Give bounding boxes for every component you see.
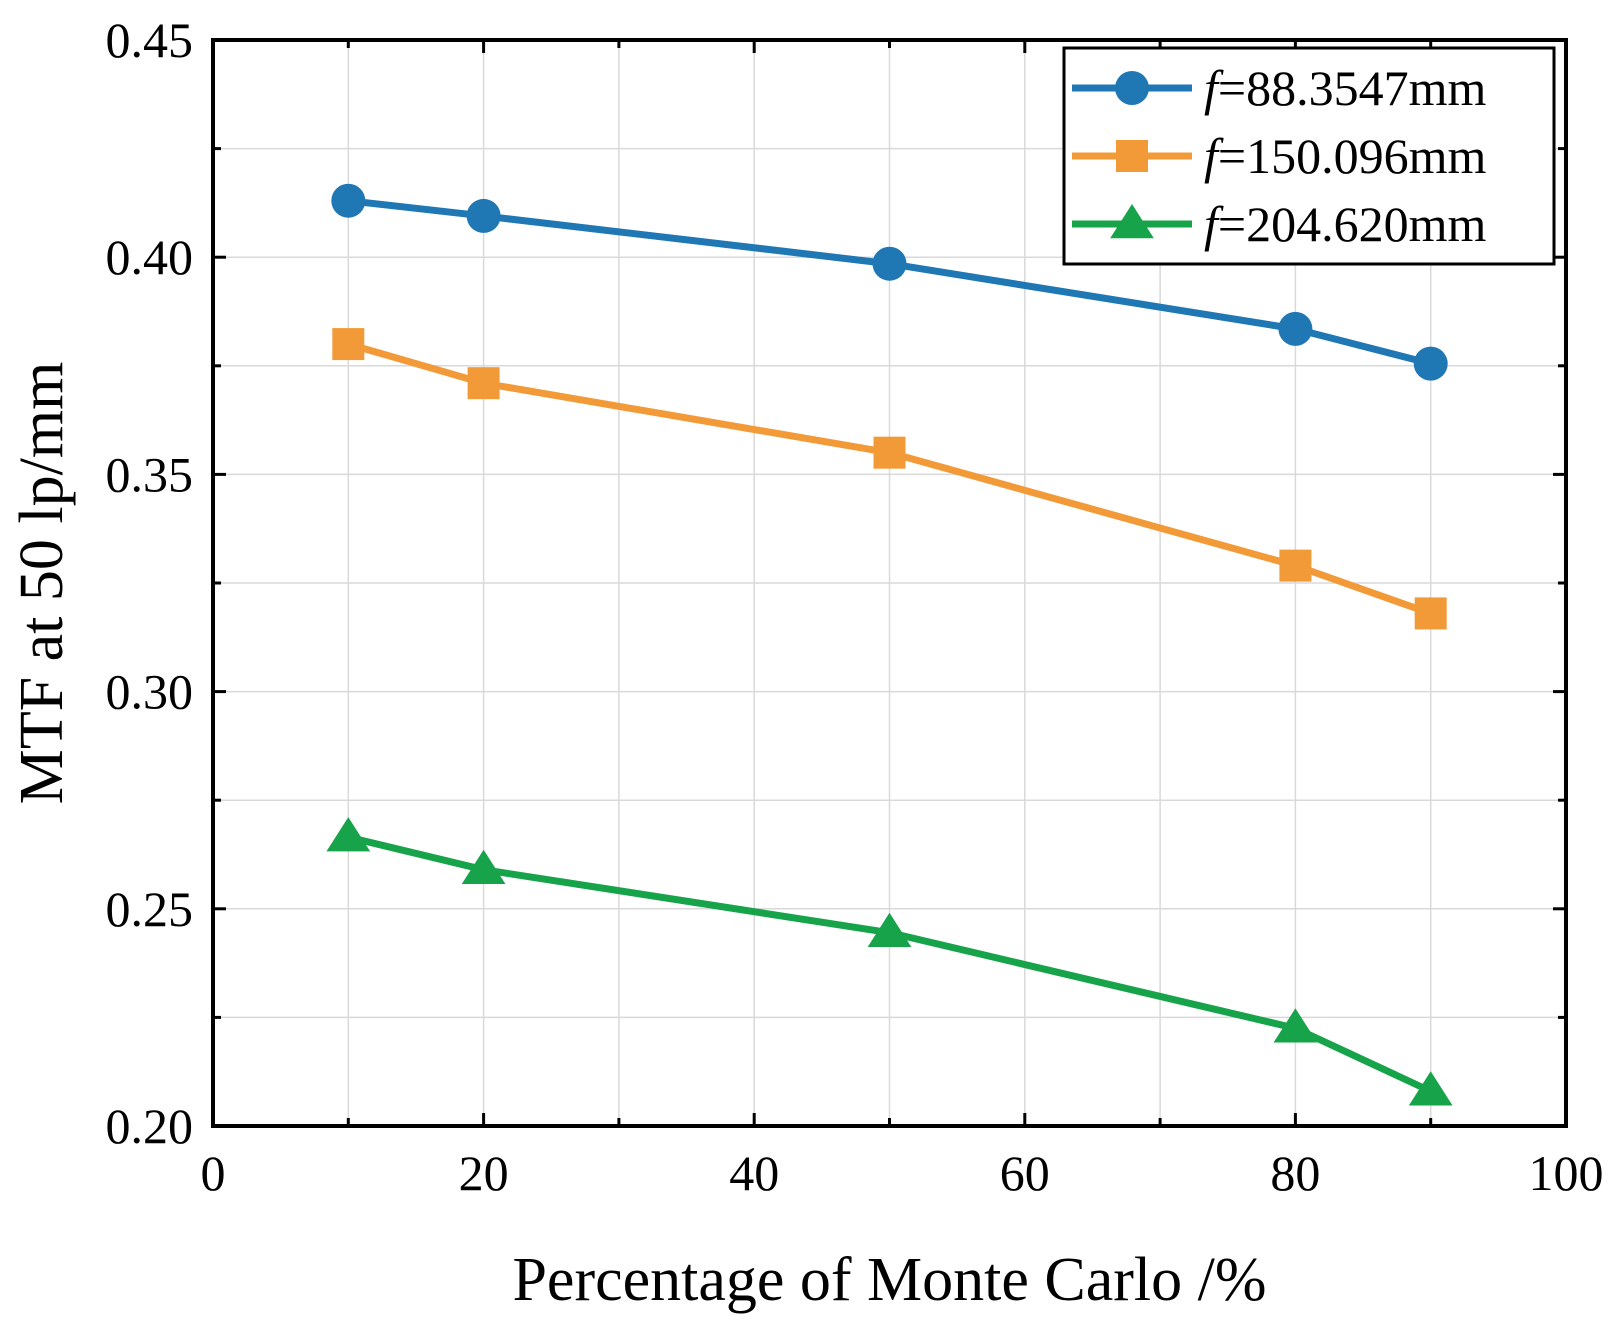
y-tick-label: 0.25 xyxy=(106,881,194,937)
data-point xyxy=(326,817,371,852)
series-2 xyxy=(332,328,1447,630)
x-tick-label: 40 xyxy=(729,1145,779,1201)
axis-ticks: 0 20 40 60 80 100 0.20 0.25 0.30 0.35 0.40 0.45 xyxy=(106,12,1604,1201)
x-tick-label: 60 xyxy=(1000,1145,1050,1201)
y-tick-label: 0.30 xyxy=(106,664,194,720)
legend-marker xyxy=(1110,204,1154,239)
data-point xyxy=(461,849,506,884)
data-point xyxy=(867,912,912,947)
data-point xyxy=(1278,311,1313,346)
legend-label: f=204.620mm xyxy=(1204,196,1486,252)
data-point xyxy=(1279,549,1312,582)
data-point xyxy=(873,436,906,469)
data-point xyxy=(332,328,365,361)
series-3 xyxy=(326,817,1453,1106)
data-point xyxy=(466,198,501,233)
data-point xyxy=(1273,1008,1318,1043)
x-tick-label: 80 xyxy=(1270,1145,1320,1201)
x-tick-label: 0 xyxy=(201,1145,226,1201)
data-point xyxy=(1413,346,1448,381)
legend-item-1: f=88.3547mm xyxy=(1072,60,1486,116)
legend-marker xyxy=(1116,140,1148,172)
y-tick-label: 0.45 xyxy=(106,12,194,68)
x-tick-label: 20 xyxy=(459,1145,509,1201)
y-axis-title: MTF at 50 lp/mm xyxy=(8,362,76,805)
legend-label-value: =150.096mm xyxy=(1218,128,1487,184)
legend-item-3: f=204.620mm xyxy=(1072,196,1486,252)
y-tick-label: 0.40 xyxy=(106,229,194,285)
data-point xyxy=(331,183,366,218)
y-tick-label: 0.20 xyxy=(106,1098,194,1154)
x-tick-label: 100 xyxy=(1529,1145,1604,1201)
data-point xyxy=(1408,1071,1453,1106)
series-1 xyxy=(331,183,1448,381)
data-point xyxy=(872,246,907,281)
legend-item-2: f=150.096mm xyxy=(1072,128,1486,184)
legend-marker xyxy=(1115,71,1149,105)
x-axis-title: Percentage of Monte Carlo /% xyxy=(512,1246,1266,1314)
data-point xyxy=(467,367,500,400)
y-tick-label: 0.35 xyxy=(106,446,194,502)
legend-label: f=150.096mm xyxy=(1204,128,1486,184)
legend-label: f=88.3547mm xyxy=(1204,60,1486,116)
data-point xyxy=(1414,597,1447,630)
series-layer xyxy=(326,183,1453,1106)
legend-label-value: =204.620mm xyxy=(1218,196,1487,252)
legend-label-value: =88.3547mm xyxy=(1218,60,1487,116)
legend: f=88.3547mm f=150.096mm f=204.620mm xyxy=(1062,46,1556,266)
